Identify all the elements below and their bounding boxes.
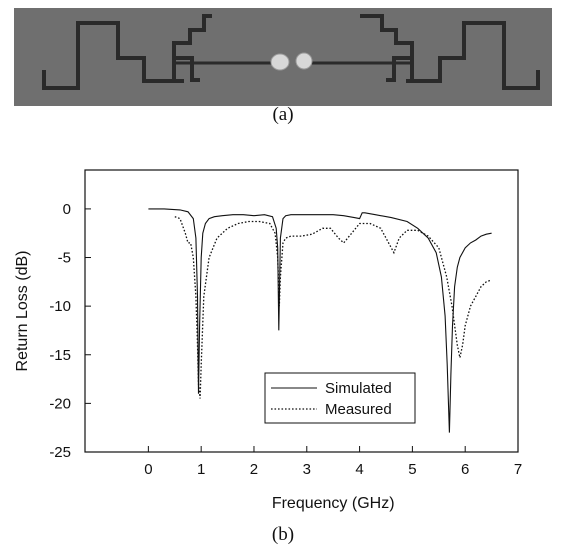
legend-label-simulated: Simulated [325,380,392,397]
legend-label-measured: Measured [325,401,392,418]
left-outer-meander [42,21,184,90]
left-solder-joint [270,53,290,71]
y-tick-label: -25 [49,444,71,461]
x-tick-label: 7 [514,461,522,478]
meander-dipole-antenna-photo [14,8,552,106]
y-tick-label: -5 [58,250,71,267]
x-tick-label: 1 [197,461,205,478]
plot-frame [84,169,519,453]
right-outer-meander [406,21,540,90]
caption-a: (a) [272,104,294,125]
right-inner-meander [360,14,414,80]
y-tick-label: -15 [49,347,71,364]
right-inner-stub [386,56,412,82]
left-inner-meander [172,14,212,80]
x-tick-label: 0 [144,461,152,478]
left-inner-stub [174,56,200,82]
x-tick-label: 6 [461,461,469,478]
x-axis-label: Frequency (GHz) [272,495,395,512]
meander-traces [42,14,540,90]
x-tick-label: 2 [250,461,258,478]
caption-b: (b) [271,524,295,545]
y-tick-label: 0 [63,201,71,218]
right-solder-joint [295,52,313,70]
y-tick-label: -10 [49,298,71,315]
x-tick-label: 5 [408,461,416,478]
legend-box [264,372,416,424]
x-tick-label: 4 [355,461,363,478]
y-axis-label: Return Loss (dB) [14,251,31,372]
y-tick-label: -20 [49,395,71,412]
return-loss-chart: 0 -5 -10 -15 -20 -25 0 1 2 3 4 5 6 7 Simulated Measure… [14,169,522,512]
solder-joints [270,52,313,71]
series-measured-line [174,216,492,399]
series-simulated-line [148,208,492,433]
x-tick-label: 3 [303,461,311,478]
